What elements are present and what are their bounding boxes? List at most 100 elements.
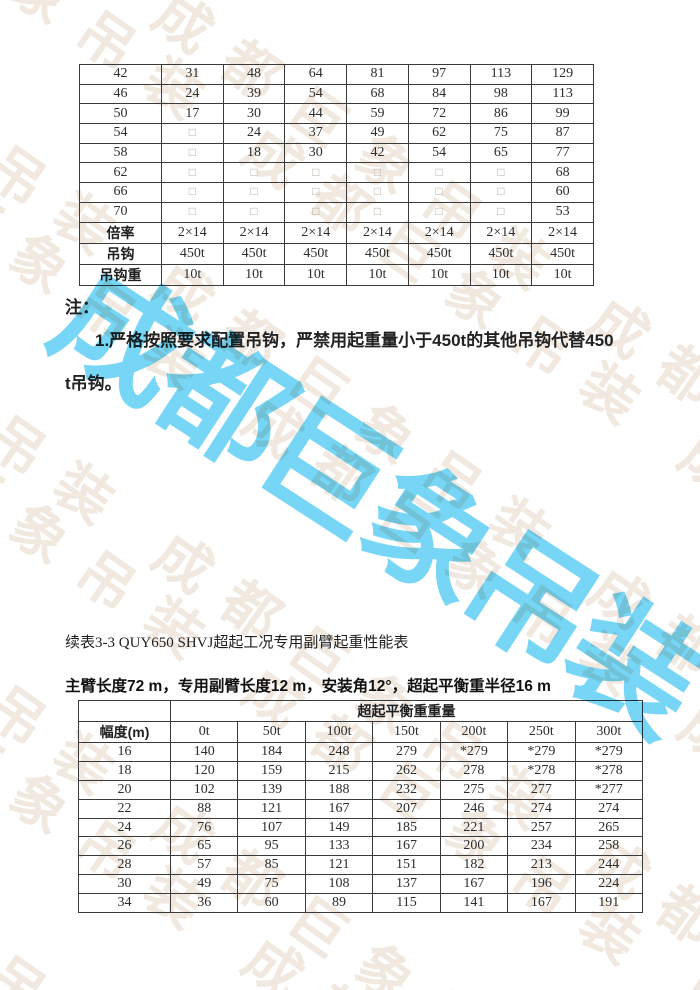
table-cell: 65	[169, 836, 239, 857]
table-cell: 20	[78, 779, 171, 800]
table-cell: □	[284, 201, 348, 223]
table-cell: 18	[222, 142, 286, 164]
table-cell: 倍率	[79, 221, 162, 244]
table-row: 22 88 121 167 207 246 274 274	[78, 798, 644, 819]
table-cell: 70	[79, 201, 162, 223]
table-cell: 184	[237, 742, 306, 762]
table-cell: 49	[346, 123, 409, 144]
table-cell: 10t	[531, 263, 594, 286]
empty-value-square: □	[250, 184, 258, 199]
table-cell: 吊钩重	[79, 263, 162, 286]
table-cell: 232	[372, 779, 441, 800]
table-cell: 24	[161, 83, 224, 105]
note-line-2: t吊钩。	[65, 374, 122, 393]
table-cell: 258	[574, 836, 644, 857]
table-cell: 50t	[237, 721, 306, 743]
table-cell: 200	[439, 836, 509, 857]
table-cell: 200t	[439, 721, 509, 743]
empty-value-square: □	[188, 125, 196, 140]
table-cell: 196	[507, 874, 576, 895]
table-cell: □	[161, 123, 224, 144]
table-cell: 107	[237, 817, 306, 838]
table-cell: 150t	[372, 721, 441, 743]
table-cell: 30	[222, 103, 286, 125]
table-cell: 72	[407, 103, 471, 125]
table-cell: 54	[407, 142, 471, 164]
table-cell: □	[161, 201, 224, 223]
table-cell: 18	[78, 760, 171, 781]
table-cell: □	[407, 182, 471, 203]
empty-value-square: □	[188, 184, 196, 199]
table-row: 吊钩 450t 450t 450t 450t 450t 450t 450t	[79, 242, 594, 265]
table-cell: 215	[304, 760, 374, 781]
table-cell: 2×14	[161, 221, 224, 244]
empty-value-square: □	[435, 204, 443, 219]
section-subtitle: 主臂长度72 m，专用副臂长度12 m，安装角12°，超起平衡重半径16 m	[65, 678, 551, 695]
table-cell: 62	[79, 162, 162, 184]
table-cell: 188	[304, 779, 374, 800]
table-cell: 64	[284, 64, 348, 85]
table-row: 50 17 30 44 59 72 86 99	[79, 103, 594, 125]
table-cell: 213	[507, 855, 576, 876]
table-cell: 42	[346, 142, 409, 164]
table-cell: 99	[531, 103, 594, 125]
table-cell: 167	[439, 874, 509, 895]
table-cell: □	[407, 201, 471, 223]
table-cell: 50	[79, 103, 162, 125]
table-cell: 450t	[284, 242, 348, 265]
table-cell: 75	[469, 123, 533, 144]
table-cell: *278	[507, 760, 576, 781]
table-cell: □	[346, 162, 409, 184]
table-cell: 54	[284, 83, 348, 105]
table-cell: 10t	[407, 263, 471, 286]
table-header-row: 超起平衡重重量	[78, 700, 643, 722]
table-cell: 137	[372, 874, 441, 895]
table-cell: 24	[78, 817, 171, 838]
empty-value-square: □	[373, 204, 382, 219]
table-cell: 2×14	[531, 221, 594, 244]
table-cell: 28	[78, 855, 171, 876]
table-cell: 207	[372, 798, 441, 819]
table-cell: 44	[284, 103, 348, 125]
table-row: 20 102 139 188 232 275 277 *277	[78, 779, 644, 800]
table-cell: 221	[439, 817, 509, 838]
table-cell: 2×14	[284, 221, 348, 244]
table-row: 28 57 85 121 151 182 213 244	[78, 855, 644, 876]
table-cell: 277	[507, 779, 576, 800]
section-title: 续表3-3 QUY650 SHVJ超起工况专用副臂起重性能表	[65, 635, 409, 651]
empty-value-square: □	[497, 184, 505, 199]
table-cell: 450t	[346, 242, 409, 265]
table-cell: 113	[531, 83, 594, 105]
table-cell: 102	[169, 779, 239, 800]
table-cell: 48	[222, 64, 286, 85]
table-cell: 248	[304, 742, 374, 762]
table-cell: *279	[574, 742, 644, 762]
note-line-1: 1.严格按照要求配置吊钩，严禁用起重量小于450t的其他吊钩代替450	[95, 331, 614, 350]
empty-value-square: □	[497, 204, 505, 219]
table-row: 16 140 184 248 279 *279 *279 *279	[78, 742, 644, 762]
table-cell: 46	[79, 83, 162, 105]
table-cell: 54	[79, 123, 162, 144]
table-cell: 10t	[346, 263, 409, 286]
table-cell	[78, 700, 171, 722]
table-cell: 450t	[407, 242, 471, 265]
table-cell: 10t	[469, 263, 533, 286]
table-cell: 10t	[161, 263, 224, 286]
table-cell: □	[469, 162, 533, 184]
table-cell: 68	[346, 83, 409, 105]
table-row: 70 □ □ □ □ □ □ 53	[79, 201, 594, 223]
table-cell: 450t	[531, 242, 594, 265]
empty-value-square: □	[188, 204, 196, 219]
table-cell: 100t	[304, 721, 374, 743]
table-cell: 113	[469, 64, 533, 85]
radius-header-cell: 幅度(m)	[78, 721, 171, 743]
table-cell: 17	[161, 103, 224, 125]
empty-value-square: □	[373, 184, 382, 199]
empty-value-square: □	[250, 164, 258, 179]
table-cell: 2×14	[346, 221, 409, 244]
table-cell: 140	[169, 742, 239, 762]
table-cell: 36	[169, 893, 239, 914]
table-cell: 16	[78, 742, 171, 762]
table-cell: 167	[507, 893, 576, 914]
table-cell: 49	[169, 874, 239, 895]
